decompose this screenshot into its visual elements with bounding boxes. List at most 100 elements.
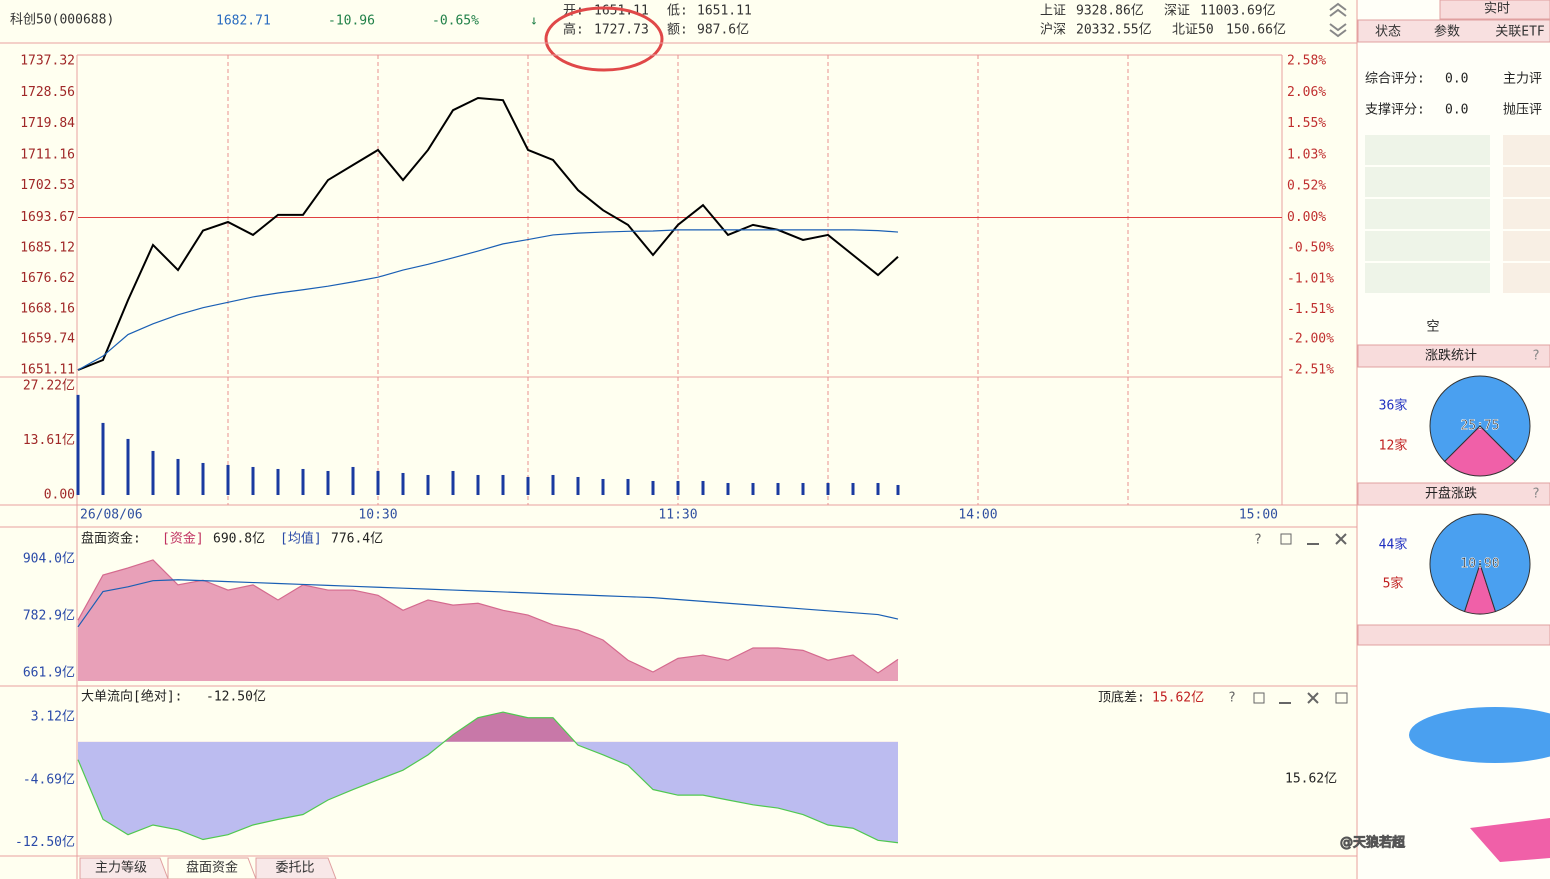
y-tick-label: 3.12亿 — [31, 709, 75, 724]
close-button[interactable] — [1307, 692, 1319, 704]
y-tick-label: 1651.11 — [20, 363, 75, 378]
tab[interactable] — [167, 857, 257, 879]
positive-area — [78, 712, 898, 742]
low: 1651.11 — [697, 4, 752, 19]
side-tab[interactable]: 状态 — [1375, 25, 1401, 40]
tab-label[interactable]: 主力等级 — [95, 860, 147, 876]
score-bars — [1365, 135, 1550, 293]
y-tick-label: 27.22亿 — [23, 379, 75, 394]
volume-bar — [376, 470, 380, 495]
help-button[interactable]: ? — [1532, 349, 1540, 364]
side-tab[interactable]: 参数 — [1434, 24, 1460, 40]
market-name: 深证 — [1164, 4, 1190, 19]
volume-bar — [551, 474, 555, 495]
panel-title: 大单流向[绝对]: — [81, 689, 182, 705]
score-bar — [1365, 231, 1490, 261]
watermark: @天狼若超 — [1340, 835, 1405, 851]
up-count: 36家 — [1379, 398, 1408, 414]
section-header — [1357, 624, 1550, 646]
decoration — [1409, 707, 1550, 763]
range-title: 顶底差: — [1098, 690, 1145, 706]
volume-bar — [251, 466, 255, 495]
section-title: 开盘涨跌 — [1425, 486, 1477, 502]
range-value: 15.62亿 — [1152, 691, 1204, 706]
y2-tick-label: -2.00% — [1287, 332, 1334, 347]
tab-label[interactable]: 委托比 — [275, 861, 314, 876]
volume-bar — [301, 468, 305, 495]
score-bar — [1365, 167, 1490, 197]
help-button[interactable]: ? — [1254, 533, 1262, 548]
y2-tick-label: -0.50% — [1287, 240, 1334, 255]
volume-bar — [701, 480, 705, 495]
change-pct: -0.65% — [432, 14, 479, 29]
volume-bar — [726, 482, 730, 495]
arrow: ↓ — [530, 14, 538, 29]
volume-bar — [501, 474, 505, 495]
y-tick-label: 13.61亿 — [23, 433, 75, 448]
mode-label[interactable]: 实时 — [1484, 2, 1510, 17]
tab-label[interactable]: 盘面资金 — [186, 860, 238, 876]
market-name: 北证50 — [1172, 23, 1214, 38]
volume-bar — [776, 482, 780, 495]
score-bar — [1503, 263, 1550, 293]
panel-value: -12.50亿 — [206, 690, 266, 705]
amount: 987.6亿 — [697, 23, 749, 38]
y-tick-label: 1693.67 — [20, 210, 75, 225]
y-tick-label: 1685.12 — [20, 241, 75, 256]
close-button[interactable] — [1335, 533, 1347, 545]
volume-bar — [851, 482, 855, 495]
volume-bar — [451, 470, 455, 495]
stock-name: 科创50(000688) — [10, 13, 114, 28]
change: -10.96 — [328, 14, 375, 29]
maximize-button[interactable] — [1253, 692, 1265, 704]
volume-bar — [801, 482, 805, 495]
pie-label: 25:75 — [1460, 419, 1499, 434]
volume-bar — [476, 474, 480, 495]
tab[interactable] — [255, 857, 337, 879]
volume-bar — [826, 482, 830, 495]
volume-bar — [896, 484, 900, 495]
amount-label: 额: — [667, 23, 688, 38]
score-label: 综合评分: — [1365, 72, 1425, 87]
legend-value: 776.4亿 — [331, 532, 383, 547]
tab-bar — [1357, 19, 1550, 43]
pie-label: 10:90 — [1460, 557, 1499, 572]
range-axis-label: 15.62亿 — [1285, 772, 1337, 787]
mode-box[interactable] — [1439, 0, 1550, 20]
volume-bar — [276, 468, 280, 495]
y-tick-label: 1676.62 — [20, 271, 75, 286]
y-tick-label: -12.50亿 — [15, 835, 75, 850]
price-line — [77, 229, 899, 371]
market-name: 上证 — [1040, 4, 1066, 19]
x-tick-label: 11:30 — [658, 508, 697, 523]
score-bar — [1365, 199, 1490, 229]
help-button[interactable]: ? — [1228, 691, 1236, 706]
y-tick-label: -4.69亿 — [23, 772, 75, 787]
volume-bar — [676, 480, 680, 495]
help-button[interactable]: ? — [1532, 487, 1540, 502]
side-tab[interactable]: 关联ETF — [1495, 25, 1545, 40]
y-tick-label: 0.00 — [44, 488, 75, 503]
volume-bar — [201, 462, 205, 495]
restore-button[interactable] — [1335, 692, 1348, 704]
pie-slice — [1429, 513, 1531, 613]
market-value: 9328.86亿 — [1076, 4, 1144, 19]
y2-tick-label: 2.58% — [1287, 54, 1326, 69]
volume-bar — [101, 422, 105, 495]
score-bar — [1503, 167, 1550, 197]
series-line — [77, 579, 899, 628]
x-tick-label: 14:00 — [958, 508, 997, 523]
scroll-icon[interactable] — [1329, 2, 1347, 38]
pie-slice — [1443, 425, 1517, 477]
y-tick-label: 1702.53 — [20, 178, 75, 193]
volume-bar — [351, 466, 355, 495]
panel-title: 盘面资金: — [81, 531, 141, 547]
score-bar — [1503, 231, 1550, 261]
volume-bar — [626, 478, 630, 495]
maximize-button[interactable] — [1280, 533, 1292, 545]
tab[interactable] — [79, 857, 169, 879]
y-tick-label: 1719.84 — [20, 116, 75, 131]
price-line — [77, 96, 899, 371]
volume-bar — [126, 438, 130, 495]
